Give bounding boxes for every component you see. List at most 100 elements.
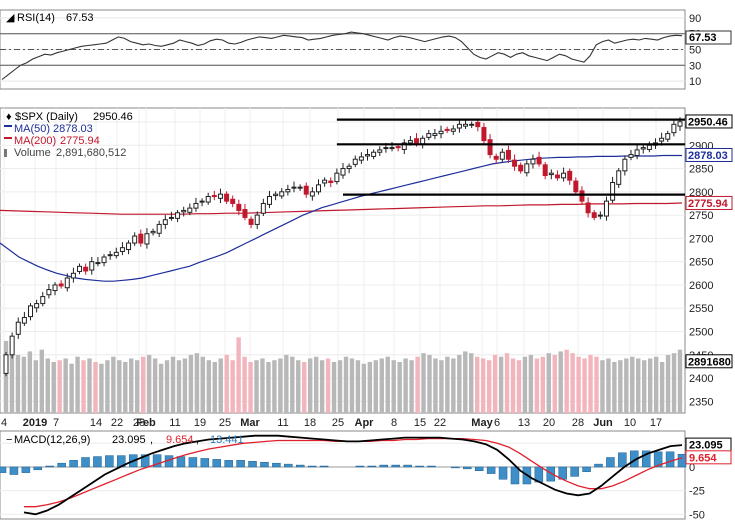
candle-body [579,190,585,202]
candlestick [554,170,560,181]
macd-histogram-bar [152,454,162,468]
candlestick [493,153,499,164]
date-tick-label: 13 [518,417,530,429]
volume-bar [475,356,480,413]
macd-tick-label: -50 [689,509,705,521]
candlestick [438,125,444,139]
volume-bar [140,356,146,413]
candlestick [365,148,371,161]
candlestick [591,209,597,221]
volume-bar [117,360,122,413]
macd-histogram-bar [260,461,269,468]
candle-body [352,158,358,165]
date-tick-label: Mar [240,417,260,429]
volume-bar [129,358,134,413]
ma200-legend-label: MA(200) [14,135,56,147]
macd-histogram-bar [81,457,90,468]
candlestick [107,250,113,260]
candle-body [426,133,432,138]
candlestick [352,155,358,168]
price-value-box [685,195,733,210]
macd-histogram-bar [463,466,472,470]
macd-histogram-bar [200,458,210,468]
volume-bar [242,356,247,413]
candlestick [573,177,579,195]
candle-body [591,212,597,218]
rsi-axis: 9070503010 [689,13,701,88]
candle-body [518,164,524,172]
volume-bar [266,361,271,413]
macd-histogram-bar [9,466,19,475]
candle-body [414,138,420,144]
price-tick-label: 2500 [689,327,713,339]
macd-histogram-bar [606,457,615,468]
candlestick [291,181,297,193]
volume-bar [230,360,235,413]
volume-bar [653,356,659,413]
candlestick [309,187,315,201]
macd-histogram-bar [21,466,31,473]
macd-histogram-bar [295,464,305,468]
volume-bar [146,354,152,413]
candle-body [322,179,328,184]
candle-body [279,191,285,197]
candlestick [89,257,95,275]
candlestick [58,280,64,289]
candle-body [297,186,303,189]
candlestick [138,229,144,247]
volume-bar [164,360,170,413]
macd-histogram-bar [224,460,233,468]
candle-body [119,247,125,252]
volume-bar [33,360,39,413]
candlestick [346,163,352,174]
price-value-box-text: 2891680 [688,356,731,368]
rsi-legend-value: 67.53 [66,12,94,24]
macd-histogram-bar [188,457,198,468]
macd-histogram-bar [236,460,245,468]
candlestick [456,119,462,133]
volume-bar [212,361,217,413]
candlestick [450,125,456,136]
candle-body [224,193,230,202]
price-tick-label: 2800 [689,187,713,199]
date-tick-label: 10 [624,417,636,429]
volume-bar [75,356,80,413]
volume-bar [522,356,528,413]
volume-bar [659,361,665,413]
candle-body [187,207,193,213]
candle-body [420,137,426,145]
candle-body [15,321,21,335]
candle-body [536,156,542,165]
macd-legend-label: MACD(12,26,9) [14,434,90,446]
volume-bar [552,354,557,413]
volume-bar [81,360,86,413]
volume-bar [57,360,62,413]
volume-bar [564,349,569,413]
candle-body [260,202,266,214]
candlestick [101,254,107,267]
candlestick [640,144,646,154]
candlestick [52,282,58,296]
volume-bar [188,354,194,413]
volume-bar [105,360,110,413]
macd-histogram-bar [105,455,114,468]
candle-body [95,262,101,265]
candlestick [542,162,548,180]
candle-body [89,261,95,271]
date-tick-label: 7 [53,417,59,429]
price-tick-label: 2600 [689,280,713,292]
macd-histogram-bar [248,461,257,468]
macd-histogram-bar [57,462,66,468]
macd-histogram-bar [653,451,663,468]
volume-bar [63,358,68,413]
candle-body [499,151,505,160]
rsi-panel: 9070503010 ◢ RSI(14) 67.53 67.53 [0,9,732,90]
price-tick-label: 2850 [689,164,713,176]
candlestick [548,169,554,180]
candlestick [371,149,377,160]
candlestick [248,216,254,229]
macd-histogram-bar [307,465,317,468]
